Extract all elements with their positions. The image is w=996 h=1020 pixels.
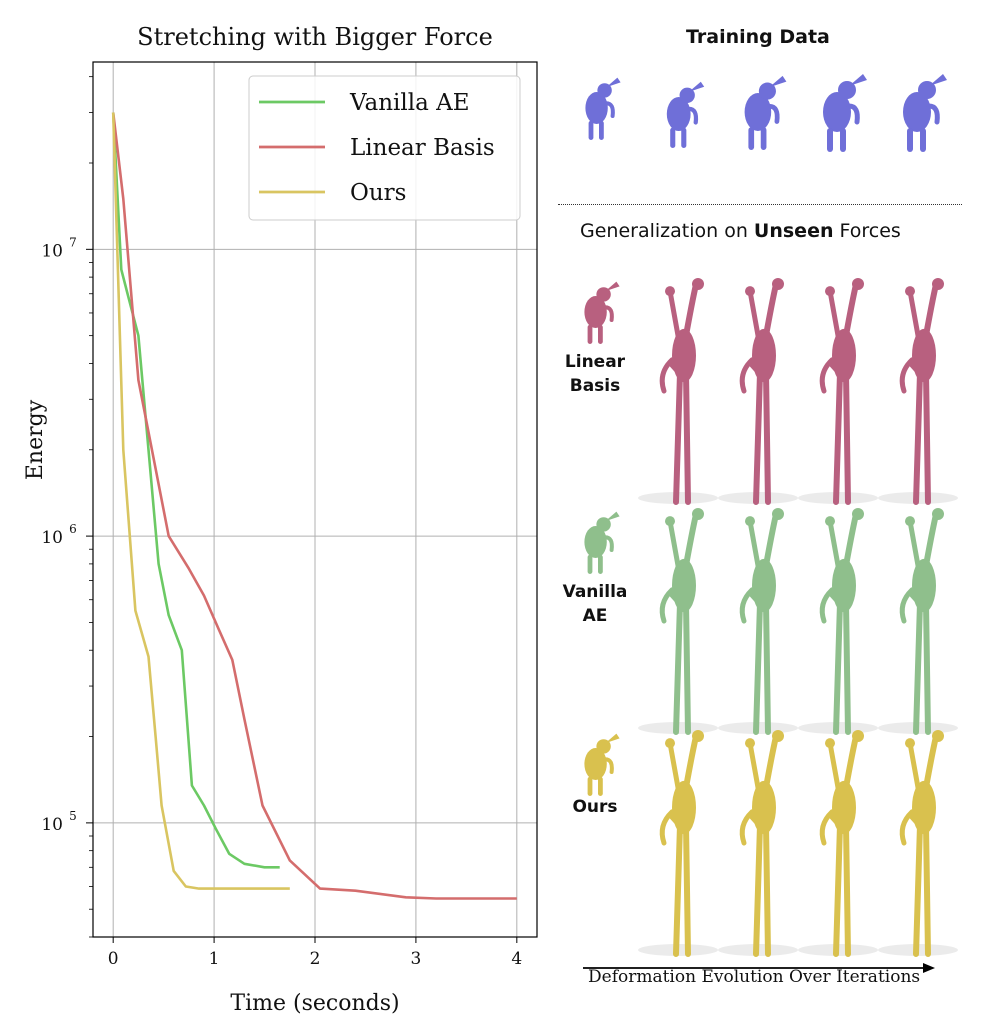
series-line-linear-basis — [111, 112, 517, 900]
x-tick-label: 3 — [410, 949, 421, 969]
x-tick-label: 2 — [310, 949, 321, 969]
series-lines — [111, 112, 517, 900]
row-label-linear-basis: Linear Basis — [552, 350, 638, 398]
legend-label: Ours — [350, 180, 406, 206]
x-tick-label: 0 — [108, 949, 119, 969]
stretched-creature-figure — [878, 508, 958, 735]
stretched-creature-figure — [798, 508, 878, 735]
y-tick-exponent: 5 — [69, 809, 77, 823]
creature-figure — [585, 77, 621, 140]
x-axis-label: Time (seconds) — [230, 991, 399, 1016]
stretched-creature-figure — [638, 508, 718, 735]
row-label-ours-line1: Ours — [572, 797, 618, 817]
stretched-creature-figure — [718, 508, 798, 735]
creature-figure — [744, 75, 787, 150]
generalization-title: Generalization on Unseen Forces — [580, 220, 901, 242]
row-label-vanilla-ae: Vanilla AE — [552, 580, 638, 628]
row-label-vanilla-ae-line2: AE — [582, 606, 608, 626]
legend: Vanilla AE Linear Basis Ours — [248, 75, 521, 221]
creature-figure — [823, 74, 867, 152]
stretched-creature-figure — [718, 278, 798, 505]
y-axis-label: Energy — [23, 399, 48, 480]
x-tick-label: 1 — [209, 949, 220, 969]
generalization-suffix: Forces — [833, 220, 901, 242]
iterations-arrow — [583, 958, 935, 973]
stretched-creature-figure — [878, 278, 958, 505]
row-label-linear-basis-line1: Linear — [564, 352, 626, 372]
row-label-linear-basis-line2: Basis — [569, 376, 621, 396]
creature-figure — [584, 511, 620, 574]
axis-ticks: 0 1 2 3 4 10 7 10 6 10 5 — [41, 76, 522, 969]
generalization-prefix: Generalization on — [580, 220, 754, 242]
y-tick-exponent: 7 — [69, 235, 77, 249]
stretched-creature-figure — [638, 730, 718, 957]
y-tick-label: 10 — [41, 528, 63, 548]
dotted-divider — [558, 204, 962, 205]
x-tick-label: 4 — [511, 949, 522, 969]
training-data-title: Training Data — [686, 26, 830, 48]
creature-figure — [666, 81, 705, 148]
stretched-creature-figure — [638, 278, 718, 505]
legend-label: Vanilla AE — [349, 90, 470, 116]
stretched-creature-figure — [798, 730, 878, 957]
generalization-bold: Unseen — [753, 220, 834, 242]
generalization-figures — [548, 262, 996, 962]
creature-figure — [903, 74, 947, 152]
training-figures — [565, 62, 985, 192]
creature-figure — [584, 281, 620, 344]
legend-label: Linear Basis — [350, 135, 495, 161]
y-tick-label: 10 — [41, 815, 63, 835]
y-tick-exponent: 6 — [69, 522, 77, 536]
arrow-caption: Deformation Evolution Over Iterations — [588, 967, 921, 987]
series-line-vanilla-ae — [111, 112, 280, 869]
stretched-creature-figure — [878, 730, 958, 957]
chart-title: Stretching with Bigger Force — [137, 23, 493, 51]
series-line-ours — [111, 112, 290, 890]
stretched-creature-figure — [718, 730, 798, 957]
creature-figure — [584, 733, 620, 796]
y-tick-label: 10 — [41, 241, 63, 261]
row-label-vanilla-ae-line1: Vanilla — [562, 582, 628, 602]
stretched-creature-figure — [798, 278, 878, 505]
row-label-ours: Ours — [552, 795, 638, 819]
legend-box — [248, 75, 521, 221]
